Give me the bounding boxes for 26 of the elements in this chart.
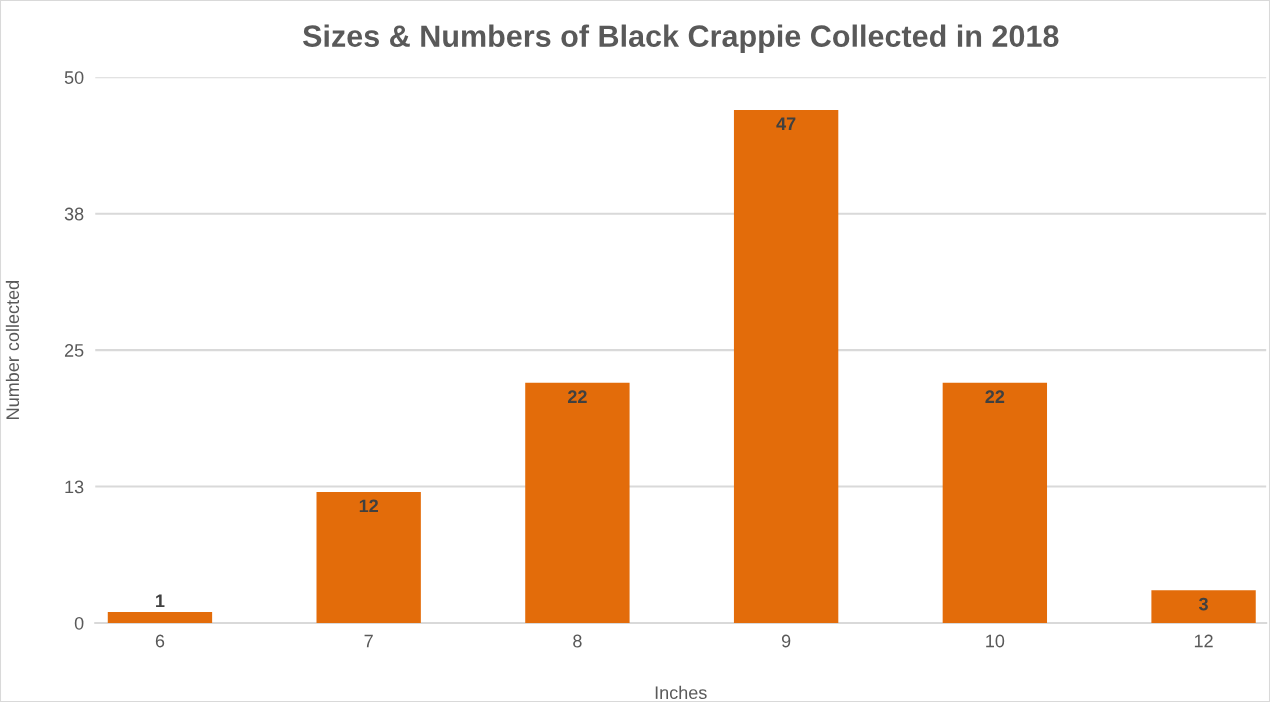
x-tick-label: 9 <box>781 634 791 648</box>
bar <box>1151 590 1256 624</box>
y-tick-label: 38 <box>64 207 84 221</box>
x-tick-label: 10 <box>986 634 1005 648</box>
bar <box>942 382 1048 624</box>
bar <box>316 492 421 624</box>
y-tick-label: 0 <box>74 616 84 630</box>
data-label: 22 <box>985 390 1005 403</box>
data-label: 3 <box>1198 597 1208 611</box>
bar <box>525 382 630 624</box>
y-tick-label: 50 <box>64 71 84 84</box>
data-label: 1 <box>156 594 165 607</box>
bar <box>107 612 213 624</box>
data-label: 47 <box>776 117 796 130</box>
x-tick-label: 12 <box>1194 634 1213 648</box>
bar <box>733 109 839 624</box>
x-tick-label: 6 <box>155 634 165 648</box>
y-tick-label: 13 <box>65 480 84 494</box>
data-label: 12 <box>359 499 378 513</box>
x-axis-title: Inches <box>655 685 707 700</box>
chart-title: Sizes & Numbers of Black Crappie Collected in 2018 <box>302 24 1059 53</box>
y-axis-title: Number collected <box>5 281 20 419</box>
x-tick-label: 8 <box>573 634 582 648</box>
y-tick-label: 25 <box>64 344 84 357</box>
data-label: 22 <box>567 390 587 403</box>
x-tick-label: 7 <box>364 634 373 648</box>
